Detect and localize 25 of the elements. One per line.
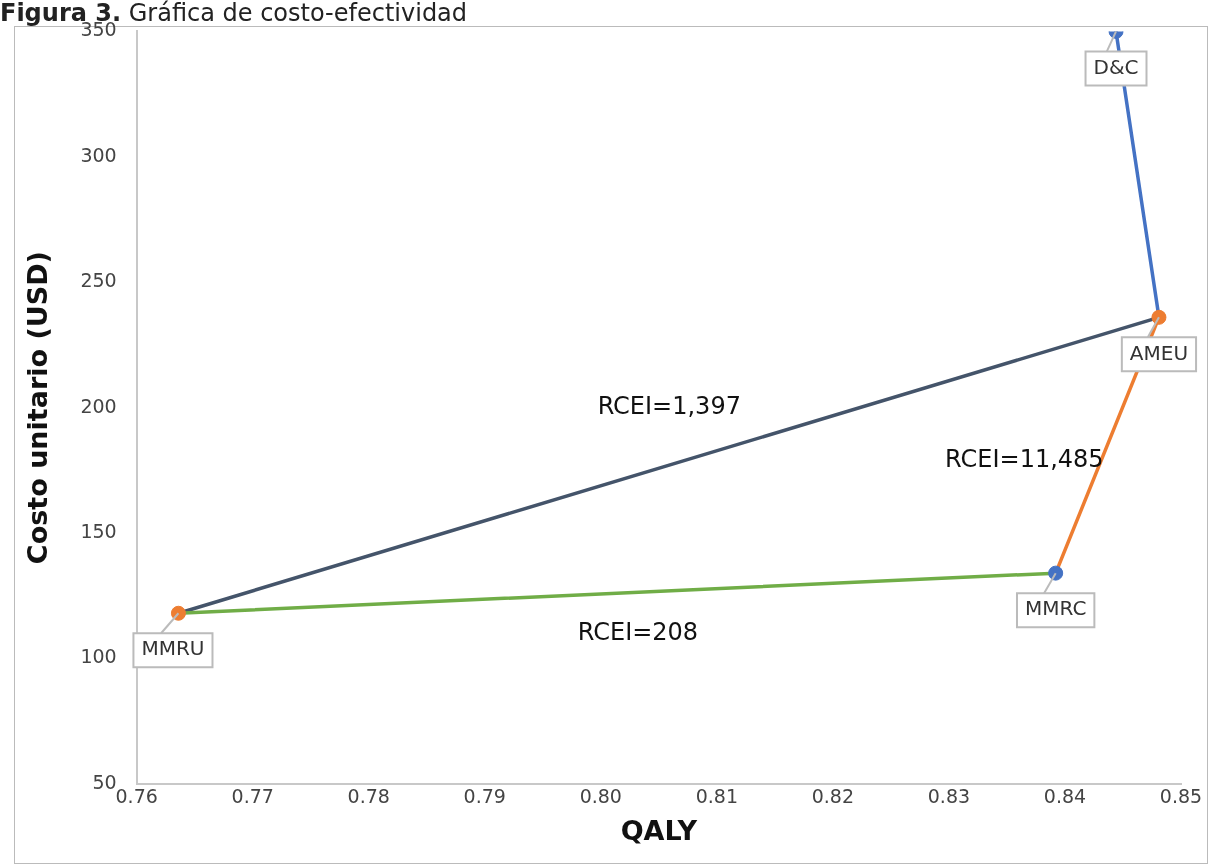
y-tick-label: 200 xyxy=(80,394,117,417)
data-label: MMRC xyxy=(1024,596,1087,621)
annotation: RCEI=11,485 xyxy=(945,444,1104,473)
y-tick-label: 50 xyxy=(92,770,117,793)
y-tick-label: 300 xyxy=(80,143,117,166)
x-tick-label: 0.80 xyxy=(579,785,622,808)
x-tick-label: 0.81 xyxy=(695,785,739,808)
y-tick-label: 100 xyxy=(80,645,117,668)
x-tick-label: 0.76 xyxy=(115,785,158,808)
x-tick-label: 0.78 xyxy=(347,785,390,808)
x-tick-label: 0.77 xyxy=(231,785,274,808)
y-axis-title: Costo unitario (USD) xyxy=(22,251,54,565)
data-label: MMRU xyxy=(141,636,205,661)
data-label: D&C xyxy=(1093,54,1139,79)
x-tick-label: 0.85 xyxy=(1159,785,1203,808)
y-tick-label: 150 xyxy=(80,519,117,542)
y-tick-label: 250 xyxy=(80,269,117,292)
x-tick-label: 0.82 xyxy=(811,785,855,808)
data-label: AMEU xyxy=(1129,340,1189,365)
x-tick-label: 0.84 xyxy=(1043,785,1087,808)
annotation: RCEI=1,397 xyxy=(597,391,741,420)
x-tick-label: 0.83 xyxy=(927,785,971,808)
x-axis-title: QALY xyxy=(620,814,698,846)
x-tick-label: 0.79 xyxy=(463,785,506,808)
annotation: RCEI=208 xyxy=(577,617,699,646)
